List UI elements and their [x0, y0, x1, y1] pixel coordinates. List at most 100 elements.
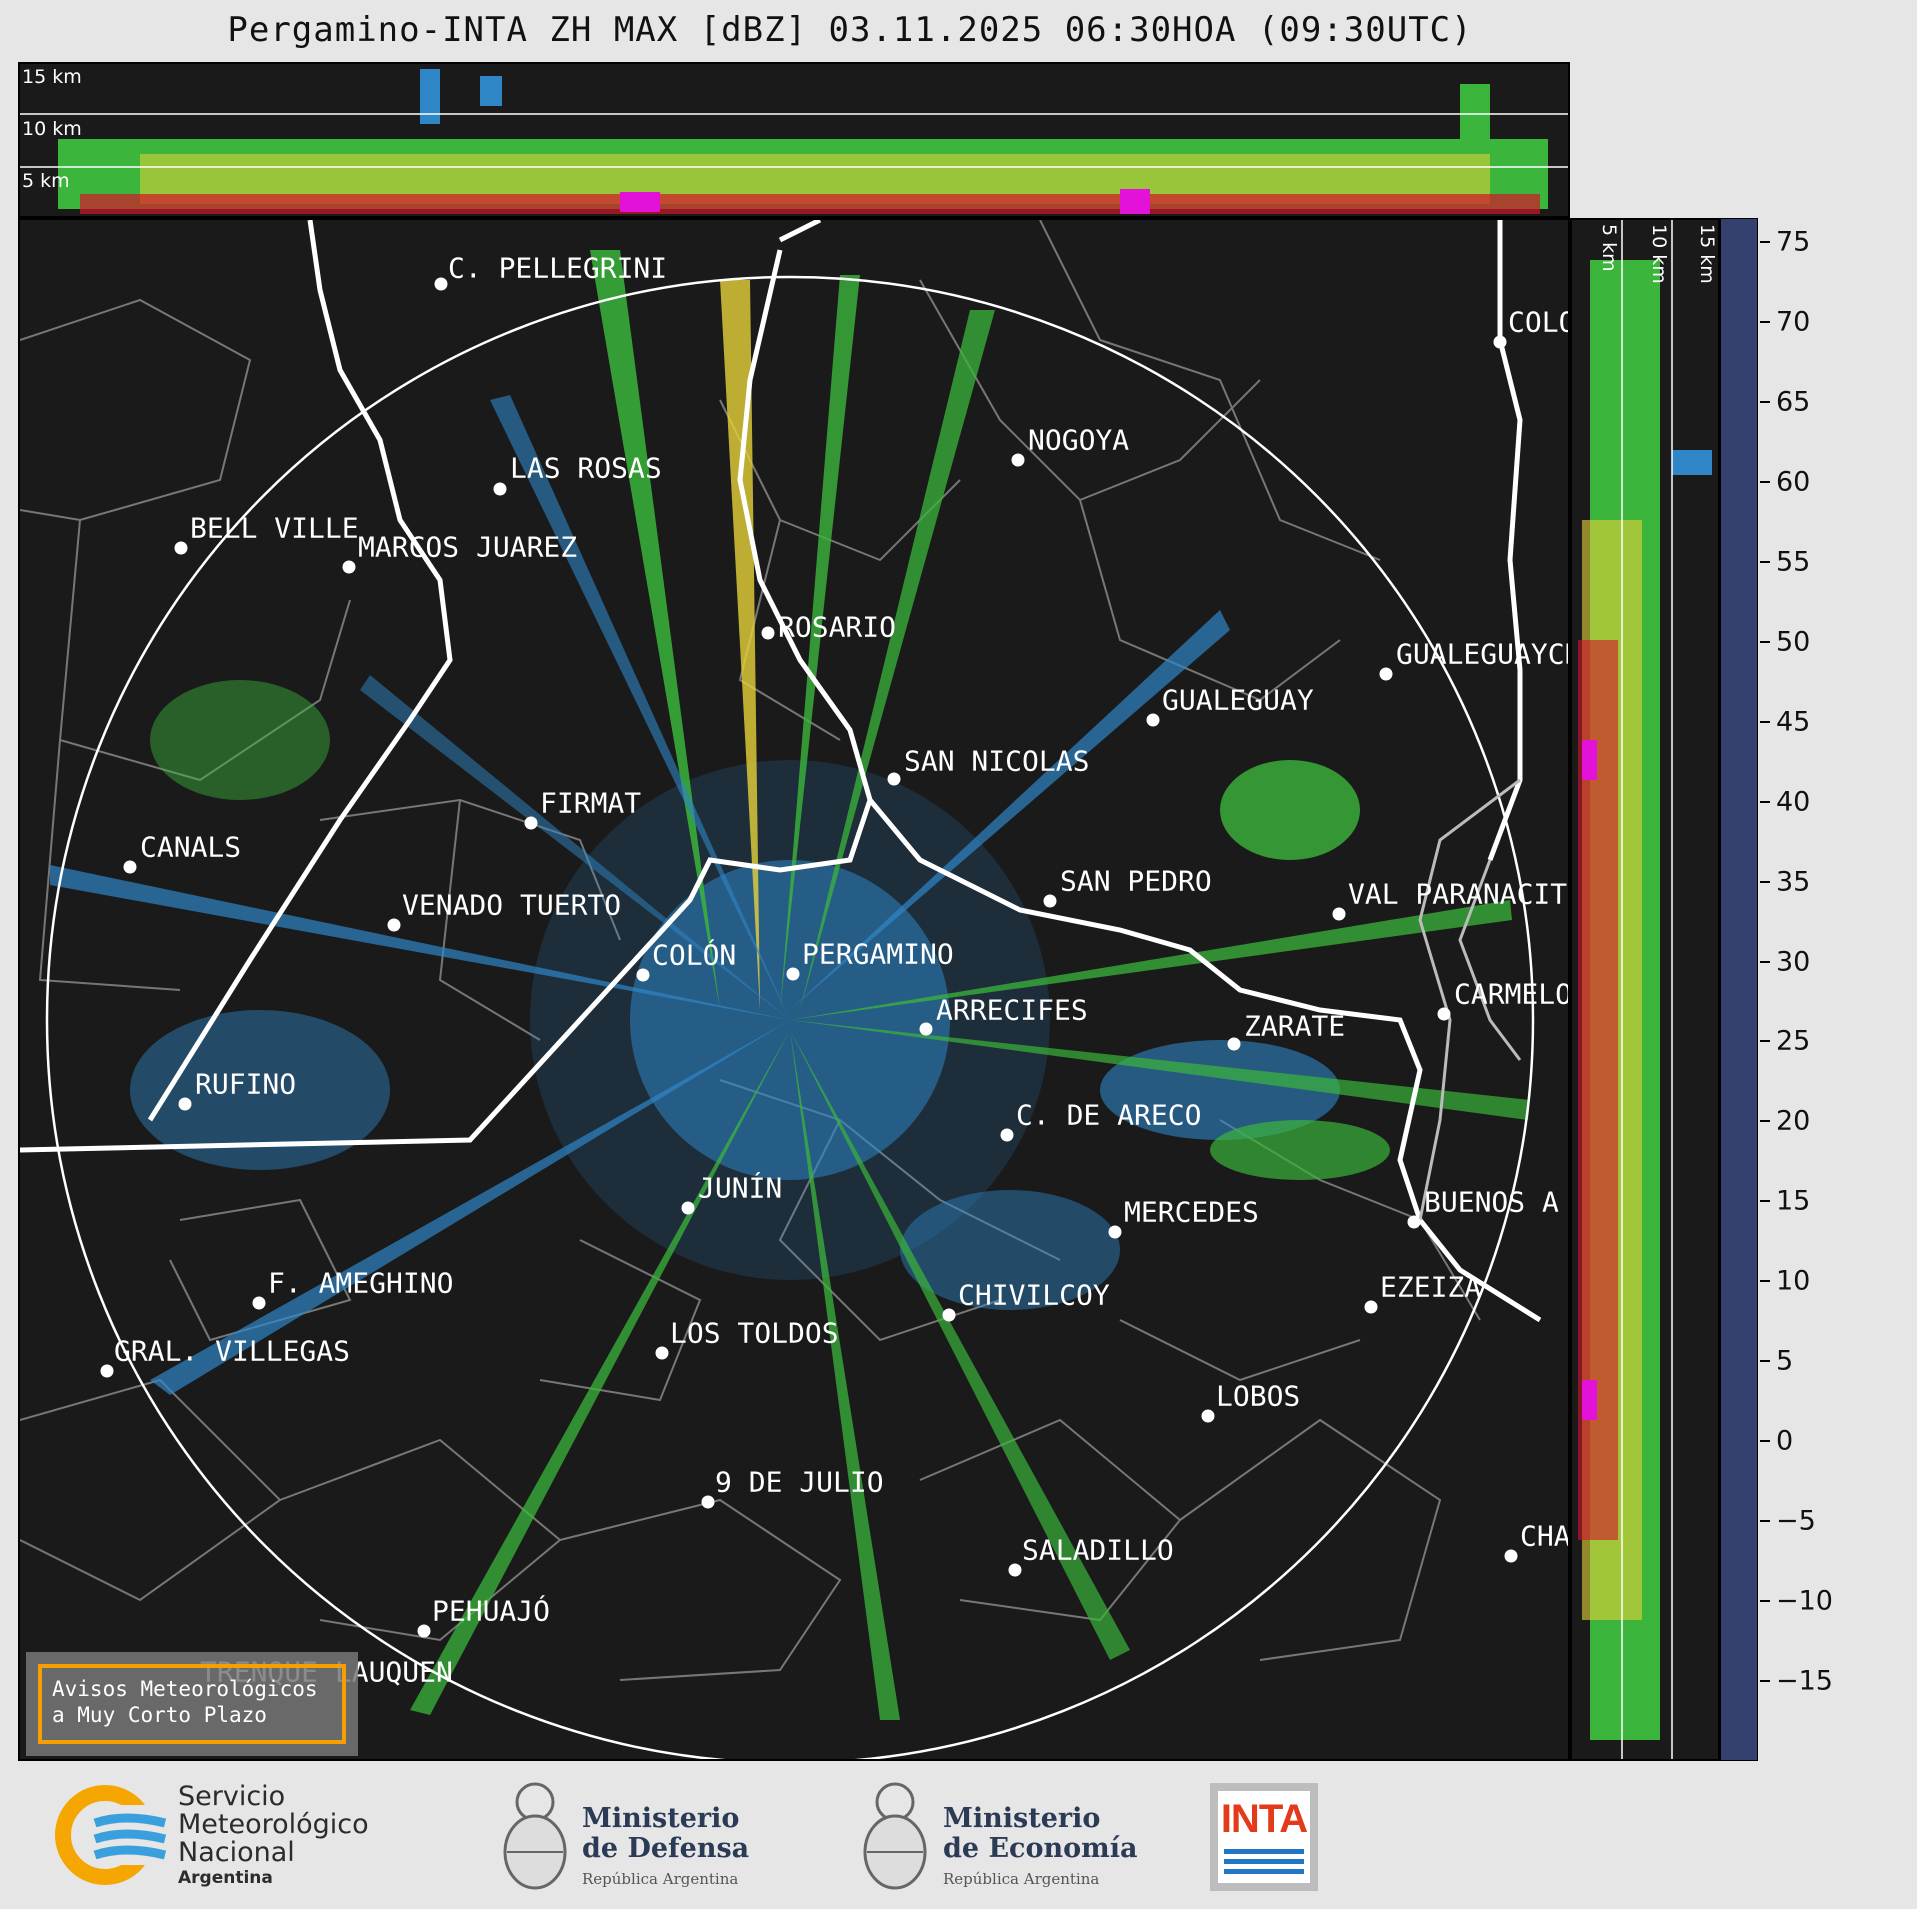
city-label-firmat: FIRMAT	[540, 786, 642, 820]
city-dot	[493, 482, 507, 496]
city-dot	[1379, 667, 1393, 681]
colorbar-tick-label: 15	[1776, 1185, 1811, 1217]
economia-line1: Ministerio	[943, 1803, 1101, 1834]
colorbar-tick	[1760, 1040, 1770, 1043]
city-label-mercedes: MERCEDES	[1124, 1195, 1259, 1229]
city-label-pergamino: PERGAMINO	[802, 937, 954, 971]
city-label-gral-villegas: GRAL. VILLEGAS	[114, 1334, 351, 1368]
city-label-junin: JUNÍN	[698, 1171, 783, 1205]
colorbar-tick	[1760, 240, 1770, 243]
city-dot	[1407, 1215, 1421, 1229]
aviso-line2: a Muy Corto Plazo	[52, 1703, 267, 1727]
colorbar-tick	[1760, 960, 1770, 963]
smn-line3: Nacional	[178, 1837, 295, 1868]
radar-echoes	[50, 250, 1530, 1720]
city-dot	[174, 541, 188, 555]
city-label-san-nicolas: SAN NICOLAS	[904, 744, 1090, 778]
colorbar-tick-label: 30	[1776, 946, 1811, 978]
colorbar-tick	[1760, 1360, 1770, 1363]
city-label-arrecifes: ARRECIFES	[936, 993, 1088, 1027]
colorbar-tick	[1760, 640, 1770, 643]
colorbar-tick-label: 25	[1776, 1025, 1811, 1057]
city-dot	[636, 968, 650, 982]
city-label-bell-ville: BELL VILLE	[190, 511, 359, 545]
radar-base-map	[20, 220, 1542, 1759]
top-height-section: 15 km 10 km 5 km	[18, 62, 1570, 218]
colorbar-tick-label: 20	[1776, 1105, 1811, 1137]
defensa-line2: de Defensa	[582, 1833, 750, 1864]
side-height-label-10km: 10 km	[1648, 224, 1670, 284]
colorbar-tick	[1760, 400, 1770, 403]
coat-of-arms-icon	[503, 1782, 567, 1890]
city-label-9-de-julio: 9 DE JULIO	[715, 1465, 884, 1499]
colorbar-tick-label: 0	[1776, 1425, 1794, 1457]
city-dot	[1108, 1225, 1122, 1239]
smn-logo-icon	[55, 1785, 175, 1885]
colorbar-tick-label: 50	[1776, 626, 1811, 658]
city-dot	[417, 1624, 431, 1638]
city-dot	[681, 1201, 695, 1215]
colorbar-tick-label: 65	[1776, 386, 1811, 418]
city-dot	[524, 816, 538, 830]
city-dot	[1332, 907, 1346, 921]
city-dot	[1227, 1037, 1241, 1051]
colorbar-tick-label: −5	[1776, 1505, 1816, 1537]
aviso-line1: Avisos Meteorológicos	[52, 1677, 318, 1701]
colorbar-tick-label: 60	[1776, 466, 1811, 498]
colorbar-tick	[1760, 720, 1770, 723]
city-label-lobos: LOBOS	[1216, 1379, 1301, 1413]
city-label-val-paranacito: VAL PARANACIT	[1348, 877, 1568, 911]
city-dot	[1201, 1409, 1215, 1423]
top-section-echoes	[20, 69, 1568, 214]
city-label-pehuajo: PEHUAJÓ	[432, 1594, 551, 1628]
city-label-zarate: ZARATE	[1244, 1009, 1346, 1043]
side-height-section: 5 km 10 km 15 km	[1570, 218, 1720, 1761]
city-dot	[1146, 713, 1160, 727]
city-label-gualeguay: GUALEGUAY	[1162, 683, 1314, 717]
side-height-label-5km: 5 km	[1598, 224, 1620, 272]
economia-line2: de Economía	[943, 1833, 1138, 1864]
smn-line4: Argentina	[178, 1868, 273, 1888]
city-dot	[942, 1308, 956, 1322]
map-title: Pergamino-INTA ZH MAX [dBZ] 03.11.2025 0…	[227, 10, 1473, 50]
colorbar-tick	[1760, 1440, 1770, 1443]
aviso-border: Avisos Meteorológicos a Muy Corto Plazo	[38, 1664, 346, 1744]
city-dot	[1364, 1300, 1378, 1314]
city-dot	[1043, 894, 1057, 908]
city-label-canals: CANALS	[140, 830, 242, 864]
city-dot	[387, 918, 401, 932]
inta-logo: INTA	[1210, 1783, 1318, 1891]
city-label-chascomus: CHA	[1520, 1519, 1570, 1553]
city-label-rufino: RUFINO	[195, 1067, 297, 1101]
side-section-echoes	[1578, 220, 1712, 1759]
city-dot	[761, 626, 775, 640]
city-label-venado-tuerto: VENADO TUERTO	[402, 888, 622, 922]
city-dot	[100, 1364, 114, 1378]
city-label-chivilcoy: CHIVILCOY	[958, 1278, 1110, 1312]
inta-logo-text: INTA	[1220, 1797, 1308, 1841]
ministerio-economia-text: Ministerio de Economía República Argenti…	[943, 1804, 1137, 1894]
city-dot	[786, 967, 800, 981]
city-dot	[701, 1495, 715, 1509]
colorbar-tick	[1760, 560, 1770, 563]
rivers	[1418, 778, 1522, 1221]
city-dot	[123, 860, 137, 874]
colorbar-tick-label: 10	[1776, 1265, 1811, 1297]
city-label-nogoya: NOGOYA	[1028, 423, 1130, 457]
city-dot	[178, 1097, 192, 1111]
city-label-colon: COLÓN	[652, 938, 737, 972]
city-label-las-rosas: LAS ROSAS	[510, 451, 662, 485]
range-ring	[45, 275, 1535, 1759]
height-label-15km: 15 km	[22, 66, 82, 88]
colorbar-tick-label: 35	[1776, 866, 1811, 898]
smn-line2: Meteorológico	[178, 1809, 369, 1840]
colorbar-tick	[1760, 880, 1770, 883]
height-label-5km: 5 km	[22, 170, 70, 192]
colorbar-tick	[1760, 480, 1770, 483]
city-label-c-de-areco: C. DE ARECO	[1016, 1098, 1202, 1132]
city-dot	[655, 1346, 669, 1360]
colorbar-tick	[1760, 1680, 1770, 1683]
city-dot	[434, 277, 448, 291]
city-label-marcos-juarez: MARCOS JUAREZ	[358, 530, 578, 564]
colorbar-tick-label: 70	[1776, 306, 1811, 338]
